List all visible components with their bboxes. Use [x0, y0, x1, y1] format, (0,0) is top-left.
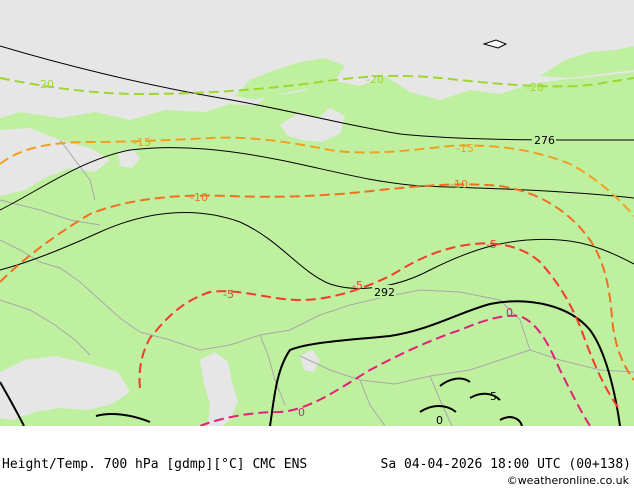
isotherm-minus15	[0, 136, 634, 217]
isotherm-minus10	[0, 183, 634, 381]
valid-datetime: Sa 04-04-2026 18:00 UTC (00+138)	[380, 457, 631, 472]
weather-map: 276 292 -20 -20 -20 -15 -15 -10 -10 -5 -…	[0, 0, 634, 426]
island-small	[482, 39, 508, 49]
isotherm-label-minus20-west: -20	[36, 78, 54, 91]
land-mass	[0, 72, 634, 426]
temperature-isotherms	[0, 74, 634, 426]
height-contour-300b	[95, 413, 151, 423]
isotherm-label-minus15-east: -15	[456, 142, 474, 155]
sea-baltic	[0, 128, 110, 196]
footer: Height/Temp. 700 hPa [gdmp][°C] CMC ENS …	[0, 426, 634, 490]
country-borders	[0, 139, 634, 426]
isotherm-label-minus5-mid: -5	[352, 279, 363, 292]
height-contours	[0, 45, 634, 426]
height-contour-308	[419, 377, 523, 426]
isotherm-minus20	[0, 74, 634, 96]
isotherm-label-minus10-west: -10	[190, 191, 208, 204]
height-label-292: 292	[374, 286, 395, 299]
isotherm-label-minus10-east: -10	[450, 178, 468, 191]
isotherm-label-zero-south: 0	[298, 406, 305, 419]
sea-caspian	[200, 352, 238, 426]
isotherm-zero	[199, 314, 591, 426]
isotherm-label-minus15-west: -15	[133, 136, 151, 149]
isotherm-label-minus20-east: -20	[526, 81, 544, 94]
isotherm-label-minus20-mid: -20	[366, 73, 384, 86]
credit-link[interactable]: ©weatheronline.co.uk	[506, 474, 629, 487]
height-contour-292	[0, 212, 634, 289]
isotherm-label-plus5: 5	[490, 390, 497, 403]
height-contour-276	[0, 45, 634, 141]
sea-white-sea	[280, 108, 345, 142]
isotherm-label-minus5-east: -5	[486, 238, 497, 251]
contour-labels: 276 292 -20 -20 -20 -15 -15 -10 -10 -5 -…	[36, 73, 556, 426]
height-label-276: 276	[534, 134, 555, 147]
land-kola	[235, 58, 345, 100]
isotherm-label-zero-southeast: 0	[436, 414, 443, 426]
isotherm-label-zero-east: 0	[506, 306, 513, 319]
height-contour-284	[0, 147, 634, 211]
map-title: Height/Temp. 700 hPa [gdmp][°C] CMC ENS	[2, 457, 308, 472]
sea-lake-ladoga	[118, 148, 140, 168]
sea-black	[0, 356, 130, 420]
height-contour-300	[0, 300, 621, 426]
isotherm-minus5	[138, 242, 621, 411]
land-island-north	[540, 46, 634, 78]
isotherm-label-minus5-west: -5	[223, 288, 234, 301]
